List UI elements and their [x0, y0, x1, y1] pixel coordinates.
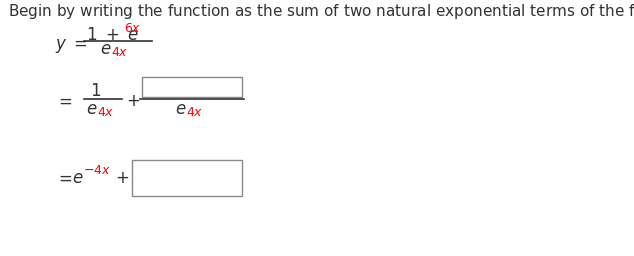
Text: $e$: $e$ — [175, 100, 186, 118]
Text: $y\ =$: $y\ =$ — [55, 37, 88, 55]
Text: $4x$: $4x$ — [97, 106, 115, 120]
Text: $-4x$: $-4x$ — [83, 165, 111, 177]
Text: $e$: $e$ — [72, 169, 84, 187]
Text: $1\ +\ e$: $1\ +\ e$ — [86, 26, 139, 44]
Text: $+$: $+$ — [115, 169, 129, 187]
Text: $1$: $1$ — [90, 82, 101, 100]
Bar — [132, 160, 242, 196]
Text: $e$: $e$ — [86, 100, 98, 118]
Text: $6x$: $6x$ — [124, 23, 141, 36]
Bar — [142, 77, 242, 97]
Text: $e$: $e$ — [100, 40, 112, 58]
Text: $=$: $=$ — [55, 92, 72, 110]
Text: $=$: $=$ — [55, 169, 72, 187]
Text: Begin by writing the function as the sum of two natural exponential terms of the: Begin by writing the function as the sum… — [8, 2, 634, 22]
Text: $+$: $+$ — [126, 92, 140, 110]
Text: $4x$: $4x$ — [186, 106, 204, 120]
Text: $4x$: $4x$ — [111, 47, 129, 59]
